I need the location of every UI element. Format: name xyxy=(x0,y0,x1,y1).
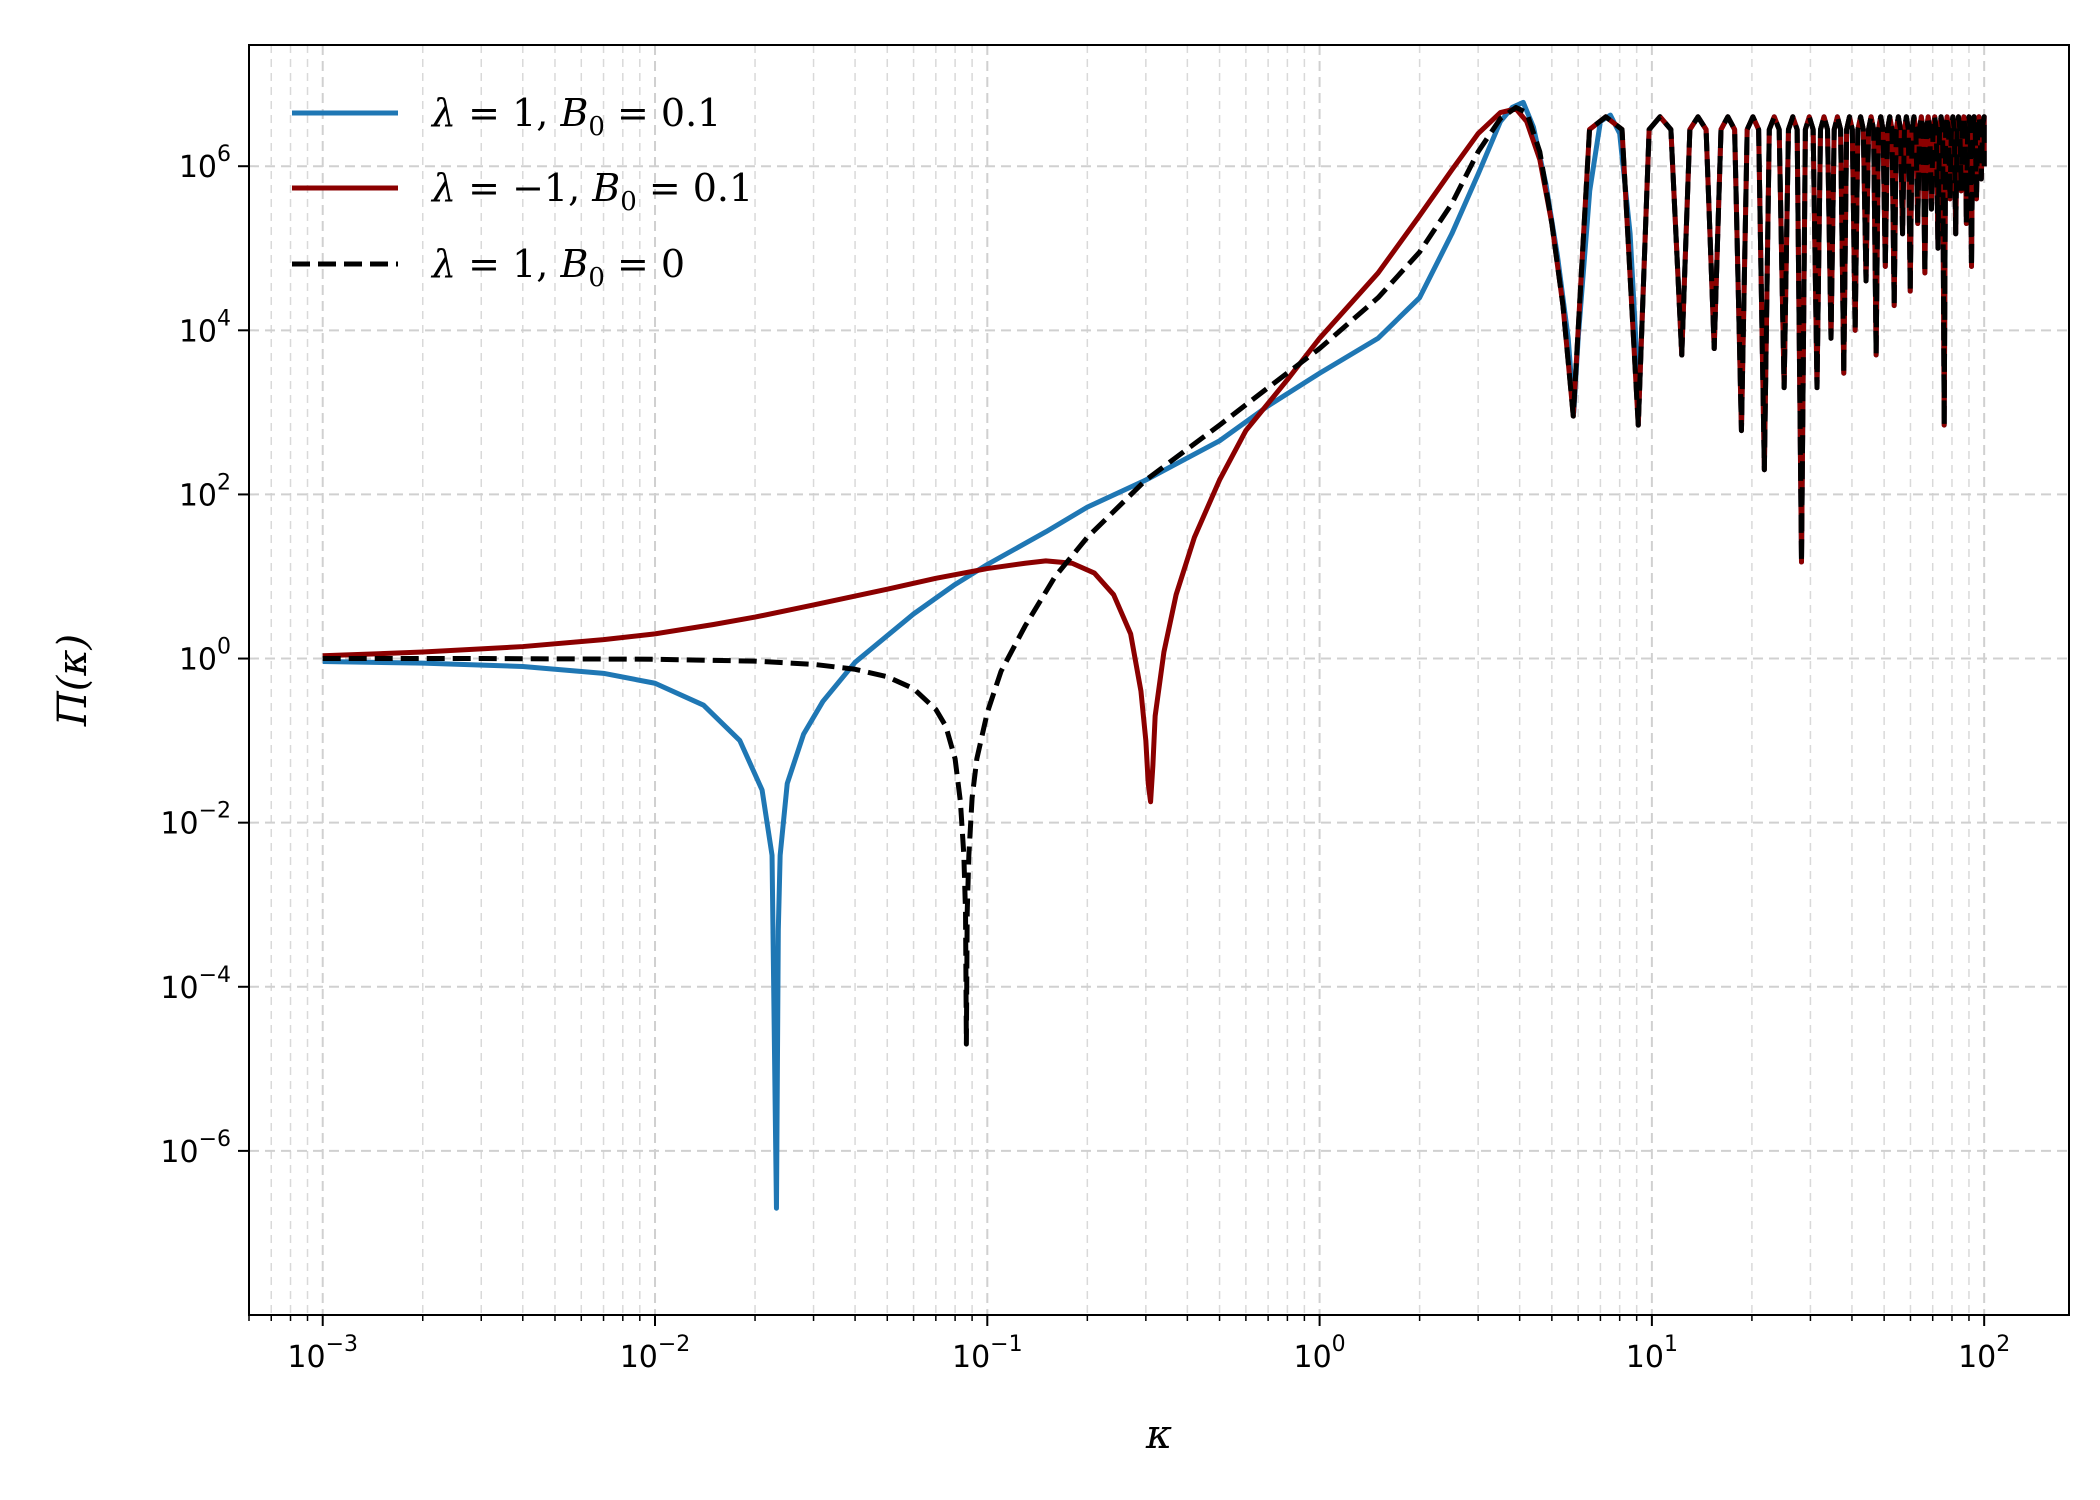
legend-entry: λ = −1, B0 = 0.1 xyxy=(430,166,753,217)
y-tick-label: 10−2 xyxy=(160,799,231,842)
y-tick-label: 104 xyxy=(179,306,231,349)
x-tick-label: 10−1 xyxy=(952,1332,1023,1375)
y-tick-label: 10−6 xyxy=(160,1127,231,1170)
legend-entry: λ = 1, B0 = 0 xyxy=(430,242,685,293)
x-tick-label: 102 xyxy=(1958,1332,2010,1375)
x-tick-label: 100 xyxy=(1293,1332,1345,1375)
y-tick-label: 100 xyxy=(179,635,231,678)
series-line xyxy=(322,104,1987,1047)
x-tick-label: 10−2 xyxy=(620,1332,691,1375)
legend-entry: λ = 1, B0 = 0.1 xyxy=(430,91,721,142)
y-tick-label: 10−4 xyxy=(160,963,231,1006)
x-tick-label: 10−3 xyxy=(287,1332,358,1375)
y-axis-label: Π(κ) xyxy=(50,634,96,727)
y-tick-label: 102 xyxy=(179,470,231,513)
series-layer xyxy=(322,99,1987,1211)
legend: λ = 1, B0 = 0.1 λ = −1, B0 = 0.1 λ = 1, B0… xyxy=(292,91,753,293)
x-tick-label: 101 xyxy=(1626,1332,1678,1375)
plot-frame xyxy=(248,44,2070,1316)
grid xyxy=(248,45,2069,1315)
x-axis-label: κ xyxy=(1145,1412,1172,1458)
ticks xyxy=(238,165,1986,1326)
y-tick-label: 106 xyxy=(179,142,231,185)
tick-labels: 10−3 10−2 10−1 100 101 102 10−6 10−4 10−2 100 102 1… xyxy=(160,142,2010,1375)
